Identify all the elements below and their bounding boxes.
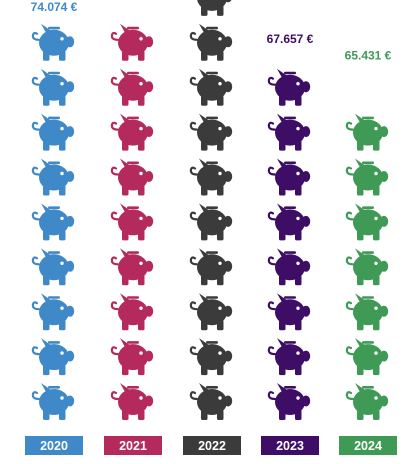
- piggy-bank-icon: [346, 383, 389, 420]
- piggy-bank-icon: [346, 338, 389, 376]
- piggy-bank-icon: [111, 158, 154, 196]
- bar-2022: [190, 0, 233, 420]
- year-box: [104, 436, 162, 455]
- piggy-bank-icon: [111, 338, 154, 376]
- piggy-bank-icon: [32, 383, 75, 420]
- piggy-bank-icon: [268, 248, 311, 286]
- piggy-bank-icon: [346, 113, 389, 151]
- piggy-bank-icon: [32, 338, 75, 376]
- piggy-bank-icon: [190, 203, 233, 241]
- piggy-bank-icon: [111, 248, 154, 286]
- year-label: 2020: [40, 439, 68, 453]
- piggy-bank-icon: [268, 68, 311, 106]
- piggy-bank-icon: [190, 23, 233, 61]
- piggy-bank-icon: [111, 203, 154, 241]
- piggy-bank-icon: [111, 113, 154, 151]
- value-label: 74.074 €: [31, 0, 78, 14]
- piggy-bank-icon: [268, 158, 311, 196]
- piggy-bank-icon: [346, 158, 389, 196]
- partial-piggy-bank-icon: [112, 0, 153, 16]
- piggy-bank-icon: [190, 113, 233, 151]
- piggy-bank-icon: [346, 293, 389, 331]
- piggy-bank-icon: [32, 23, 75, 61]
- year-box: [183, 436, 241, 455]
- piggy-bank-icon: [268, 338, 311, 376]
- partial-piggy-bank-icon: [347, 69, 388, 106]
- piggy-bank-icon: [190, 293, 233, 331]
- piggy-bank-icon: [268, 203, 311, 241]
- bar-2023: [268, 68, 311, 420]
- year-box: [261, 436, 319, 455]
- year-label: 2022: [198, 439, 226, 453]
- year-box: [339, 436, 397, 455]
- piggy-bank-icon: [111, 68, 154, 106]
- year-label: 2023: [276, 439, 304, 453]
- piggy-bank-icon: [190, 383, 233, 420]
- year-box: [25, 436, 83, 455]
- year-label: 2024: [354, 439, 382, 453]
- value-label: 67.657 €: [267, 32, 314, 46]
- piggy-bank-icon: [268, 293, 311, 331]
- bar-2024: [346, 69, 389, 420]
- piggy-bank-icon: [190, 248, 233, 286]
- piggy-bank-icon: [268, 113, 311, 151]
- piggy-bank-icon: [32, 68, 75, 106]
- value-label: 65.431 €: [345, 49, 392, 63]
- piggy-bank-icon: [190, 0, 233, 16]
- piggy-bank-icon: [346, 203, 389, 241]
- bar-2020: [32, 23, 75, 420]
- piggy-bank-icon: [346, 248, 389, 286]
- year-label: 2021: [119, 439, 147, 453]
- piggy-bank-icon: [190, 68, 233, 106]
- piggy-bank-icon: [32, 293, 75, 331]
- piggy-bank-icon: [111, 293, 154, 331]
- piggy-bank-icon: [268, 383, 311, 420]
- piggy-bank-icon: [190, 338, 233, 376]
- piggy-bank-icon: [111, 23, 154, 61]
- bar-2021: [111, 0, 154, 420]
- piggy-bank-icon: [190, 158, 233, 196]
- piggy-bank-icon: [32, 158, 75, 196]
- piggy-bank-icon: [32, 203, 75, 241]
- piggy-bank-icon: [32, 113, 75, 151]
- piggy-bank-icon: [111, 383, 154, 420]
- piggy-bank-icon: [32, 248, 75, 286]
